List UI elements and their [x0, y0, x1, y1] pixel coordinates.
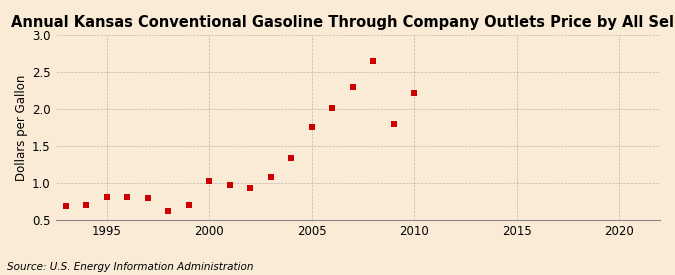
Point: [163, 208, 173, 213]
Point: [368, 59, 379, 64]
Point: [306, 125, 317, 129]
Point: [101, 195, 112, 199]
Point: [348, 85, 358, 89]
Point: [265, 174, 276, 179]
Title: Annual Kansas Conventional Gasoline Through Company Outlets Price by All Sellers: Annual Kansas Conventional Gasoline Thro…: [11, 15, 675, 30]
Point: [204, 179, 215, 183]
Y-axis label: Dollars per Gallon: Dollars per Gallon: [15, 75, 28, 181]
Point: [245, 186, 256, 191]
Text: Source: U.S. Energy Information Administration: Source: U.S. Energy Information Administ…: [7, 262, 253, 272]
Point: [224, 183, 235, 188]
Point: [286, 156, 296, 160]
Point: [81, 202, 92, 207]
Point: [409, 91, 420, 95]
Point: [184, 203, 194, 208]
Point: [122, 195, 133, 199]
Point: [142, 196, 153, 200]
Point: [327, 106, 338, 110]
Point: [61, 204, 72, 208]
Point: [388, 122, 399, 126]
